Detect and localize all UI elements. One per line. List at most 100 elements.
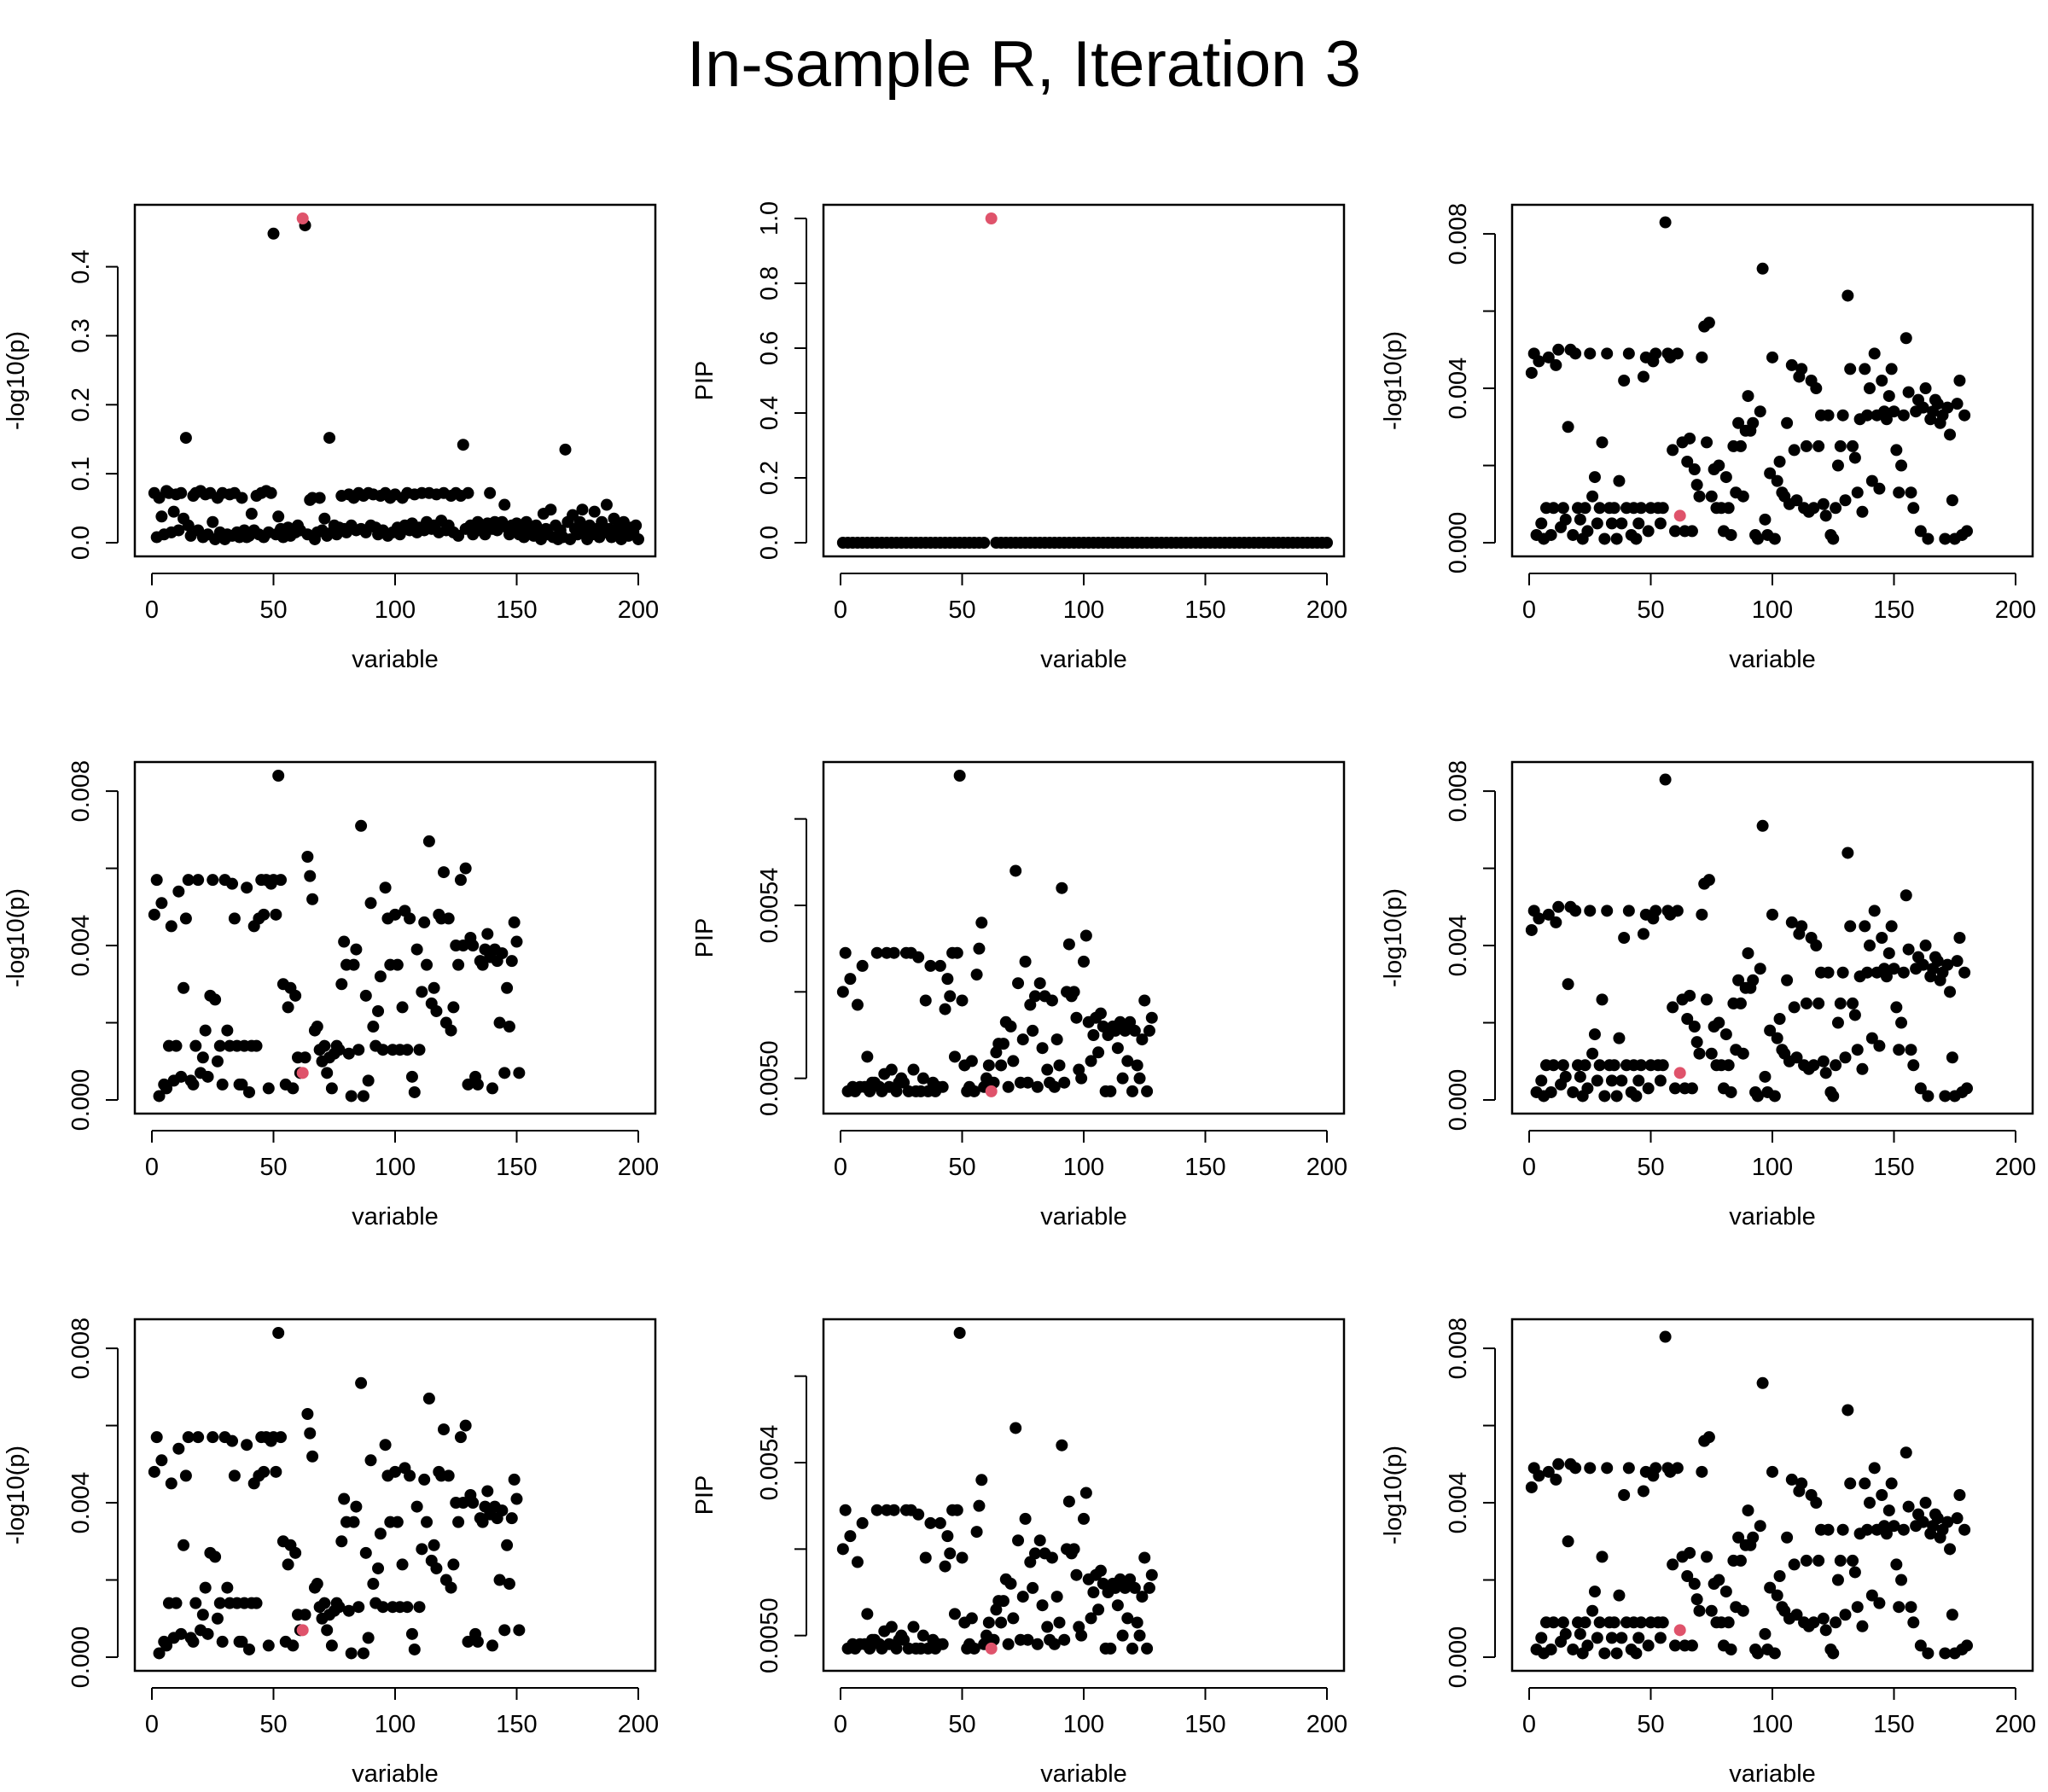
data-point	[1556, 1059, 1569, 1072]
data-point	[1861, 966, 1874, 979]
data-point	[1754, 1520, 1766, 1533]
data-point	[1958, 1523, 1971, 1536]
data-point	[1525, 1481, 1538, 1493]
data-point	[1027, 1024, 1039, 1037]
data-point	[1068, 1543, 1080, 1556]
data-point	[335, 978, 348, 991]
data-point	[321, 1624, 334, 1637]
data-point	[1961, 1082, 1973, 1095]
data-point	[1656, 1616, 1669, 1629]
data-point	[1036, 1599, 1049, 1612]
y-tick-label: 0.8	[756, 266, 783, 300]
data-point	[1669, 525, 1681, 538]
data-point	[416, 986, 428, 998]
data-point	[1751, 532, 1764, 545]
data-point	[1586, 1604, 1599, 1617]
data-point	[199, 1024, 212, 1037]
data-point	[364, 897, 377, 910]
data-point	[1946, 1051, 1958, 1064]
data-point	[376, 1044, 389, 1056]
data-point	[207, 874, 219, 887]
data-point	[1141, 1085, 1154, 1097]
data-point	[1667, 1558, 1679, 1571]
data-point	[975, 1474, 988, 1487]
y-tick-label: 0.4	[756, 396, 783, 430]
data-point	[1893, 1044, 1905, 1056]
data-point	[318, 1597, 331, 1609]
data-point	[1559, 1627, 1572, 1640]
data-point	[1145, 1568, 1158, 1581]
data-point	[912, 1508, 925, 1521]
y-tick-label: 0.008	[67, 760, 95, 823]
data-point	[270, 908, 282, 921]
data-point	[1882, 390, 1895, 403]
data-point	[1087, 1029, 1100, 1041]
y-tick-label: 0.000	[1445, 1626, 1472, 1689]
data-point	[1831, 459, 1844, 472]
data-point	[1608, 1059, 1620, 1072]
data-point	[1615, 1632, 1628, 1644]
data-point	[493, 1574, 506, 1586]
data-point	[1552, 1457, 1565, 1470]
data-point	[1068, 986, 1080, 998]
plot-frame	[822, 760, 1346, 1115]
data-point	[272, 1327, 285, 1339]
data-point	[306, 893, 319, 905]
data-point	[941, 1530, 954, 1543]
x-tick-label: 200	[1995, 596, 2036, 624]
y-axis-label: -log10(p)	[1380, 1446, 1407, 1545]
data-point	[1958, 966, 1971, 979]
data-point	[1848, 451, 1861, 464]
y-tick-label: 0.000	[1445, 1069, 1472, 1132]
data-point	[1605, 1632, 1618, 1644]
highlighted-point	[985, 1085, 998, 1097]
data-point	[1768, 1090, 1781, 1103]
data-point	[948, 1050, 961, 1063]
y-tick-label: 0.008	[1445, 760, 1472, 823]
data-point	[1535, 1632, 1548, 1644]
data-point	[481, 928, 494, 940]
data-point	[1632, 517, 1645, 530]
data-point	[907, 1620, 920, 1633]
data-point	[1009, 864, 1022, 877]
data-point	[421, 958, 433, 971]
data-point	[510, 1492, 523, 1505]
data-point	[367, 1578, 380, 1591]
data-point	[338, 1492, 351, 1505]
data-point	[1876, 375, 1888, 387]
data-point	[1002, 1080, 1015, 1093]
data-point	[182, 1431, 195, 1444]
data-point	[226, 1434, 239, 1447]
data-point	[459, 862, 472, 875]
x-axis-label: variable	[1040, 646, 1127, 673]
data-point	[175, 486, 188, 499]
data-point	[936, 1638, 949, 1650]
data-point	[498, 498, 511, 511]
y-axis-label: -log10(p)	[3, 1446, 30, 1545]
data-point	[939, 1560, 951, 1573]
data-point	[1722, 502, 1735, 515]
data-point	[1914, 1082, 1927, 1095]
data-point	[1856, 1620, 1869, 1632]
data-point	[1111, 1599, 1124, 1612]
data-point	[1078, 1512, 1090, 1525]
data-point	[1659, 773, 1672, 786]
data-point	[970, 969, 983, 981]
data-point	[376, 1601, 389, 1614]
data-point	[160, 1082, 173, 1095]
data-point	[1552, 900, 1565, 913]
x-axis-label: variable	[1729, 1203, 1816, 1231]
data-point	[258, 1465, 271, 1478]
data-point	[459, 1419, 472, 1432]
data-point	[1946, 494, 1958, 507]
data-point	[1885, 920, 1898, 933]
data-point	[1094, 1007, 1107, 1020]
data-point	[1593, 1616, 1606, 1629]
y-tick-label: 0.0	[756, 526, 783, 560]
data-point	[936, 1080, 949, 1093]
data-point	[282, 1558, 294, 1571]
data-point	[447, 1558, 460, 1571]
data-point	[1579, 1059, 1591, 1072]
data-point	[1131, 1059, 1143, 1072]
data-point	[1121, 1055, 1134, 1068]
